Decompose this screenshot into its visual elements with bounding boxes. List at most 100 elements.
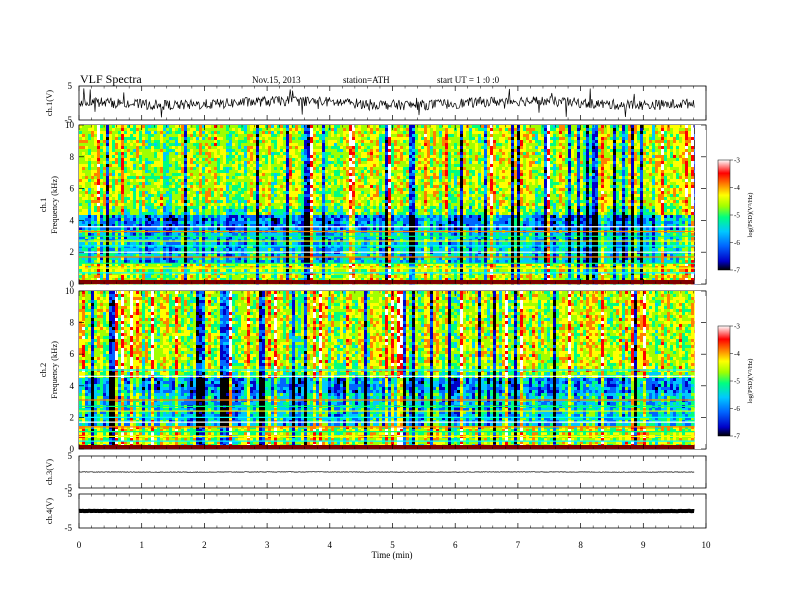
spectrogram-cell bbox=[211, 149, 215, 153]
spectrogram-cell bbox=[256, 185, 260, 189]
spectrogram-cell bbox=[79, 191, 83, 195]
spectrogram-cell bbox=[232, 137, 236, 141]
spectrogram-cell bbox=[208, 248, 212, 252]
spectrogram-cell bbox=[331, 215, 335, 219]
spectrogram-cell bbox=[343, 146, 347, 150]
spectrogram-cell bbox=[118, 128, 122, 132]
spectrogram-cell bbox=[181, 191, 185, 195]
spectrogram-cell bbox=[154, 158, 158, 162]
spectrogram-cell bbox=[352, 203, 356, 207]
spectrogram-cell bbox=[223, 200, 227, 204]
spectrogram-cell bbox=[202, 221, 206, 225]
spectrogram-cell bbox=[316, 263, 320, 267]
spectrogram-cell bbox=[277, 194, 281, 198]
spectrogram-cell bbox=[355, 272, 359, 276]
spectrogram-cell bbox=[337, 215, 341, 219]
spectrogram-cell bbox=[160, 245, 164, 249]
spectrogram-cell bbox=[214, 212, 218, 216]
spectrogram-cell bbox=[304, 155, 308, 159]
spectrogram-cell bbox=[292, 173, 296, 177]
spectrogram-cell bbox=[175, 236, 179, 240]
spectrogram-cell bbox=[133, 146, 137, 150]
spectrogram-cell bbox=[145, 257, 149, 261]
spectrogram-cell bbox=[109, 140, 113, 144]
spectrogram-cell bbox=[259, 152, 263, 156]
spectrogram-cell bbox=[304, 161, 308, 165]
spectrogram-cell bbox=[250, 182, 254, 186]
spectrogram-cell bbox=[205, 137, 209, 141]
spectrogram-cell bbox=[184, 125, 188, 129]
spectrogram-cell bbox=[271, 188, 275, 192]
spectrogram-cell bbox=[97, 227, 101, 231]
spectrogram-cell bbox=[313, 221, 317, 225]
spectrogram-cell bbox=[139, 152, 143, 156]
spectrogram-cell bbox=[337, 125, 341, 129]
spectrogram-cell bbox=[142, 197, 146, 201]
spectrogram-cell bbox=[352, 248, 356, 252]
spectrogram-cell bbox=[238, 164, 242, 168]
spectrogram-cell bbox=[205, 188, 209, 192]
spectrogram-cell bbox=[136, 173, 140, 177]
spectrogram-cell bbox=[256, 146, 260, 150]
spectrogram-cell bbox=[355, 197, 359, 201]
spectrogram-cell bbox=[295, 245, 299, 249]
spectrogram-cell bbox=[142, 206, 146, 210]
spectrogram-cell bbox=[247, 152, 251, 156]
spectrogram-cell bbox=[229, 209, 233, 213]
spectrogram-cell bbox=[148, 269, 152, 273]
spectrogram-cell bbox=[256, 242, 260, 246]
spectrogram-cell bbox=[124, 257, 128, 261]
spectrogram-cell bbox=[181, 125, 185, 129]
spectrogram-cell bbox=[361, 140, 365, 144]
spectrogram-cell bbox=[349, 203, 353, 207]
spectrogram-cell bbox=[274, 197, 278, 201]
spectrogram-cell bbox=[145, 194, 149, 198]
spectrogram-cell bbox=[169, 260, 173, 264]
spectrogram-cell bbox=[229, 149, 233, 153]
spectrogram-cell bbox=[277, 200, 281, 204]
spectrogram-cell bbox=[220, 248, 224, 252]
spectrogram-cell bbox=[133, 140, 137, 144]
spectrogram-cell bbox=[313, 182, 317, 186]
spectrogram-cell bbox=[235, 200, 239, 204]
spectrogram-cell bbox=[118, 260, 122, 264]
spectrogram-cell bbox=[193, 224, 197, 228]
spectrogram-cell bbox=[109, 209, 113, 213]
spectrogram-cell bbox=[247, 146, 251, 150]
spectrogram-cell bbox=[160, 236, 164, 240]
spectrogram-cell bbox=[271, 128, 275, 132]
spectrogram-cell bbox=[166, 254, 170, 258]
spectrogram-cell bbox=[343, 143, 347, 147]
spectrogram-cell bbox=[265, 215, 269, 219]
spectrogram-cell bbox=[160, 143, 164, 147]
spectrogram-cell bbox=[142, 194, 146, 198]
spectrogram-cell bbox=[220, 233, 224, 237]
spectrogram-cell bbox=[322, 260, 326, 264]
spectrogram-cell bbox=[250, 137, 254, 141]
spectrogram-cell bbox=[181, 155, 185, 159]
spectrogram-cell bbox=[193, 263, 197, 267]
spectrogram-cell bbox=[202, 158, 206, 162]
spectrogram-cell bbox=[253, 197, 257, 201]
spectrogram-cell bbox=[85, 212, 89, 216]
spectrogram-cell bbox=[109, 194, 113, 198]
spectrogram-cell bbox=[121, 134, 125, 138]
spectrogram-cell bbox=[133, 215, 137, 219]
spectrogram-cell bbox=[184, 128, 188, 132]
spectrogram-cell bbox=[133, 197, 137, 201]
spectrogram-cell bbox=[124, 191, 128, 195]
spectrogram-cell bbox=[160, 272, 164, 276]
spectrogram-cell bbox=[127, 155, 131, 159]
spectrogram-cell bbox=[106, 176, 110, 180]
spectrogram-cell bbox=[235, 236, 239, 240]
spectrogram-cell bbox=[232, 260, 236, 264]
spectrogram-cell bbox=[325, 275, 329, 279]
spectrogram-cell bbox=[262, 158, 266, 162]
spectrogram-cell bbox=[103, 224, 107, 228]
spectrogram-cell bbox=[202, 263, 206, 267]
spectrogram-cell bbox=[307, 260, 311, 264]
spectrogram-cell bbox=[136, 224, 140, 228]
spectrogram-cell bbox=[295, 254, 299, 258]
spectrogram-cell bbox=[271, 185, 275, 189]
